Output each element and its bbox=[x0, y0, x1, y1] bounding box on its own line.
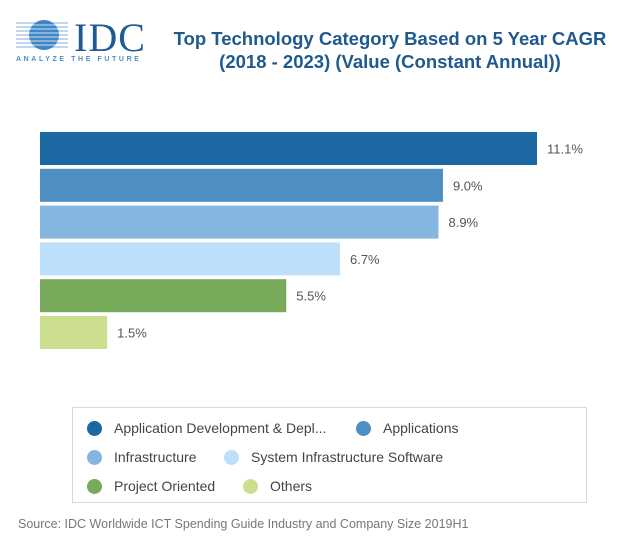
legend-item-2[interactable]: Infrastructure bbox=[87, 449, 196, 465]
bar-5 bbox=[40, 316, 108, 349]
chart-legend: Application Development & Depl... Applica… bbox=[72, 407, 587, 503]
legend-label: Application Development & Depl... bbox=[114, 420, 327, 436]
legend-swatch-icon bbox=[87, 449, 102, 465]
legend-swatch-icon bbox=[87, 420, 102, 436]
legend-item-4[interactable]: Project Oriented bbox=[87, 478, 215, 494]
legend-label: Project Oriented bbox=[114, 478, 216, 494]
legend-label: Infrastructure bbox=[114, 449, 197, 465]
bar-chart: 11.1% 9.0% 8.9% 6.7% 5.5% 1.5% bbox=[40, 132, 583, 349]
legend-label: System Infrastructure Software bbox=[251, 449, 444, 465]
bar-2 bbox=[40, 205, 439, 239]
idc-logo: IDC ANALYZE THE FUTURE bbox=[14, 15, 149, 66]
chart-title-line-2: (2018 - 2023) (Value (Constant Annual)) bbox=[219, 51, 561, 72]
data-label-2: 8.9% bbox=[448, 215, 478, 230]
legend-item-3[interactable]: System Infrastructure Software bbox=[224, 449, 443, 465]
logo-tagline: ANALYZE THE FUTURE bbox=[16, 56, 142, 63]
legend-swatch-icon bbox=[87, 478, 102, 494]
data-label-0: 11.1% bbox=[547, 142, 583, 157]
legend-item-0[interactable]: Application Development & Depl... bbox=[87, 420, 326, 436]
legend-item-5[interactable]: Others bbox=[243, 478, 312, 494]
data-label-3: 6.7% bbox=[350, 252, 380, 267]
bar-1 bbox=[40, 168, 443, 202]
legend-swatch-icon bbox=[224, 449, 239, 465]
legend-item-1[interactable]: Applications bbox=[356, 420, 459, 436]
legend-label: Others bbox=[270, 478, 313, 494]
chart-title: Top Technology Category Based on 5 Year … bbox=[150, 27, 630, 73]
chart-title-line-1: Top Technology Category Based on 5 Year … bbox=[173, 28, 607, 49]
legend-swatch-icon bbox=[356, 420, 371, 436]
source-note: Source: IDC Worldwide ICT Spending Guide… bbox=[18, 517, 469, 531]
legend-label: Applications bbox=[383, 420, 459, 436]
bar-4 bbox=[40, 279, 287, 313]
bar-3 bbox=[40, 242, 340, 276]
logo-wordmark: IDC bbox=[74, 15, 146, 60]
legend-swatch-icon bbox=[243, 478, 258, 494]
data-label-4: 5.5% bbox=[296, 289, 326, 304]
globe-lines-icon bbox=[16, 20, 68, 50]
bar-0 bbox=[40, 132, 537, 165]
data-label-5: 1.5% bbox=[117, 326, 147, 341]
data-label-1: 9.0% bbox=[453, 178, 483, 193]
